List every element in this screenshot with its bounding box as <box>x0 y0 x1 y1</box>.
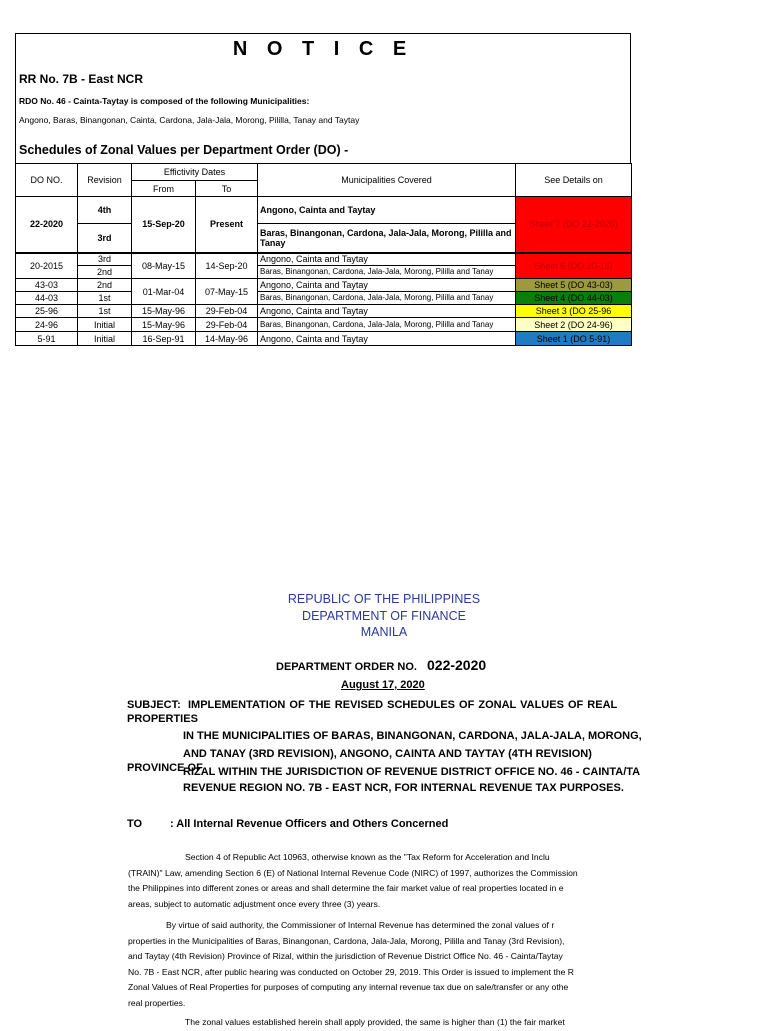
table-row: 22-2020 4th 15-Sep-20 Present Angono, Ca… <box>15 196 632 253</box>
table-row: 20-2015 3rd 08-May-15 14-Sep-20 Angono, … <box>15 252 632 279</box>
municipality-list: Angono, Baras, Binangonan, Cainta, Cardo… <box>19 115 360 125</box>
do-label: DEPARTMENT ORDER NO. <box>276 661 417 673</box>
header-details: See Details on <box>515 163 632 197</box>
order-date: August 17, 2020 <box>341 679 425 691</box>
schedule-table: DO NO. Revision Effictivity Dates Munici… <box>15 163 632 346</box>
header-do-no: DO NO. <box>15 163 78 197</box>
paragraph-3: The zonal values established herein shal… <box>185 1017 565 1027</box>
header-from: From <box>131 180 196 197</box>
paragraph-1: Section 4 of Republic Act 10963, otherwi… <box>128 852 578 909</box>
notice-box: N O T I C E RR No. 7B - East NCR RDO No.… <box>15 33 631 163</box>
sheet-6-link[interactable]: Sheet 6 (DO 20-15) <box>515 252 632 279</box>
do-number: 022-2020 <box>427 657 487 673</box>
sheet-7-link[interactable]: Sheet 7 (DO 22-2020) <box>515 196 632 253</box>
table-row: 44-03 1st Baras, Binangonan, Cardona, Ja… <box>15 291 632 305</box>
schedules-heading: Schedules of Zonal Values per Department… <box>19 143 349 157</box>
rr-label: RR No. 7B - East NCR <box>19 72 144 86</box>
rdo-label: RDO No. 46 - Cainta-Taytay is composed o… <box>19 96 310 106</box>
table-row: 25-96 1st 15-May-96 29-Feb-04 Angono, Ca… <box>15 304 632 318</box>
paragraph-2: By virtue of said authority, the Commiss… <box>128 920 574 1008</box>
to-label: TO <box>127 818 143 830</box>
sheet-2-link[interactable]: Sheet 2 (DO 24-96) <box>515 317 632 332</box>
province-of: PROVINCE OF <box>127 762 203 774</box>
sheet-5-link[interactable]: Sheet 5 (DO 43-03) <box>515 278 632 292</box>
header-revision: Revision <box>77 163 132 197</box>
notice-title: N O T I C E <box>232 38 414 60</box>
table-row: 5-91 Initial 16-Sep-91 14-May-96 Angono,… <box>15 331 632 346</box>
header-effectivity: Effictivity Dates <box>131 163 258 181</box>
sheet-4-link[interactable]: Sheet 4 (DO 44-03) <box>515 291 632 305</box>
sheet-1-link[interactable]: Sheet 1 (DO 5-91) <box>515 331 632 346</box>
table-row: 43-03 2nd 01-Mar-04 07-May-15 Angono, Ca… <box>15 278 632 305</box>
table-row: 24-96 Initial 15-May-96 29-Feb-04 Baras,… <box>15 317 632 332</box>
subject-label: SUBJECT: <box>127 699 181 711</box>
header-to: To <box>195 180 258 197</box>
sheet-3-link[interactable]: Sheet 3 (DO 25-96 <box>515 304 632 318</box>
header-municipalities: Municipalities Covered <box>257 163 516 197</box>
header-department: DEPARTMENT OF FINANCE <box>302 609 466 623</box>
to-text: : All Internal Revenue Officers and Othe… <box>170 818 449 830</box>
header-manila: MANILA <box>360 625 408 639</box>
header-republic: REPUBLIC OF THE PHILIPPINES <box>287 592 481 606</box>
